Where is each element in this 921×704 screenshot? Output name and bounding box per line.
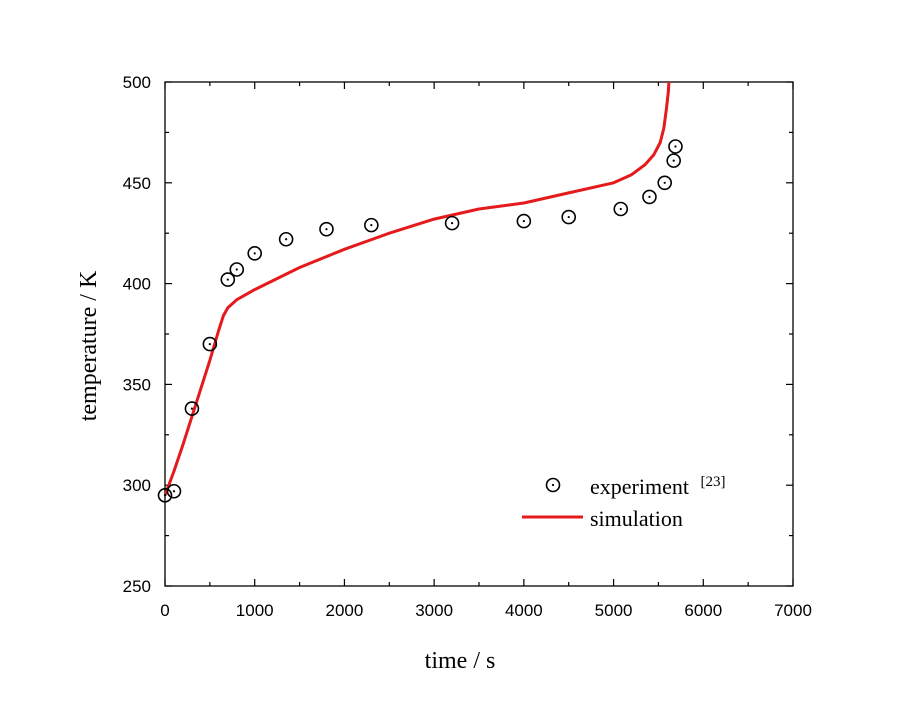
simulation-line <box>165 82 671 496</box>
experiment-point-dot <box>663 181 666 184</box>
x-tick-label: 1000 <box>236 601 274 620</box>
experiment-point-ring <box>229 262 245 277</box>
experiment-point-dot <box>172 490 176 493</box>
experiment-point <box>516 213 532 229</box>
experiment-point <box>319 221 334 237</box>
y-tick-label: 450 <box>123 174 151 193</box>
experiment-point-dot <box>648 195 651 199</box>
axis-ticks: 0 1000 2000 3000 4000 5000 6000 7000 250 300 350 40… <box>123 73 812 620</box>
experiment-point <box>229 262 245 277</box>
experiment-point <box>668 139 683 154</box>
x-tick-label: 0 <box>160 601 169 620</box>
y-tick-label: 350 <box>123 375 151 394</box>
experiment-point <box>642 189 657 205</box>
experiment-point-dot <box>285 238 288 241</box>
legend: experiment [23] simulation <box>522 474 725 531</box>
experiment-point-ring <box>666 153 681 168</box>
points-layer <box>157 139 683 503</box>
experiment-point-ring <box>364 217 379 233</box>
legend-simulation-label: simulation <box>590 506 683 531</box>
experiment-point <box>157 487 173 503</box>
experiment-point <box>184 401 200 416</box>
plot-frame <box>164 81 794 587</box>
experiment-point <box>657 175 673 191</box>
experiment-point-dot <box>450 222 454 225</box>
experiment-point-ring <box>184 401 200 416</box>
experiment-point-ring <box>516 213 532 229</box>
experiment-point-dot <box>619 207 622 211</box>
experiment-point <box>202 336 218 352</box>
x-tick-label: 5000 <box>595 601 633 620</box>
x-tick-label: 6000 <box>684 601 722 620</box>
experiment-point <box>444 215 460 231</box>
experiment-point-ring <box>444 215 460 231</box>
experiment-point-dot <box>163 494 167 497</box>
experiment-point <box>561 209 577 225</box>
experiment-point <box>166 483 182 499</box>
experiment-point-dot <box>370 224 373 227</box>
y-tick-label: 400 <box>123 275 151 294</box>
experiment-point-dot <box>674 145 677 148</box>
y-axis-title: temperature / K <box>76 270 102 421</box>
x-tick-label: 3000 <box>415 601 453 620</box>
experiment-point-ring <box>202 336 218 352</box>
experiment-point <box>364 217 379 233</box>
experiment-point-dot <box>208 342 211 346</box>
experiment-point-ring <box>247 246 263 261</box>
x-tick-label: 2000 <box>326 601 364 620</box>
experiment-point-dot <box>325 228 328 231</box>
x-axis-title: time / s <box>425 648 496 674</box>
experiment-point-dot <box>226 278 229 281</box>
experiment-point <box>613 201 629 217</box>
y-tick-label: 500 <box>123 73 151 92</box>
experiment-point <box>220 272 236 287</box>
experiment-point-ring <box>642 189 657 205</box>
x-tick-label: 7000 <box>774 601 812 620</box>
legend-experiment-ref: [23] <box>700 474 725 490</box>
legend-experiment-label: experiment [23] <box>590 474 725 499</box>
experiment-point-ring <box>220 272 236 287</box>
legend-experiment-name: experiment <box>590 474 689 499</box>
experiment-point <box>278 231 294 247</box>
experiment-point-dot <box>567 215 570 219</box>
y-tick-label: 250 <box>123 577 151 596</box>
experiment-point-dot <box>672 159 675 162</box>
x-tick-label: 4000 <box>505 601 543 620</box>
experiment-point-ring <box>157 487 173 503</box>
experiment-point-dot <box>522 220 525 223</box>
experiment-point-ring <box>657 175 673 191</box>
experiment-point-dot <box>235 268 238 271</box>
experiment-point <box>666 153 681 168</box>
series-layer <box>165 82 671 496</box>
experiment-point-dot <box>190 407 194 410</box>
experiment-point-ring <box>668 139 683 154</box>
experiment-point <box>247 246 263 261</box>
experiment-point-ring <box>613 201 629 217</box>
experiment-point-ring <box>278 231 294 247</box>
legend-experiment-marker <box>545 477 561 493</box>
y-tick-label: 300 <box>123 476 151 495</box>
experiment-point-ring <box>561 209 577 225</box>
experiment-point-ring <box>319 221 334 237</box>
experiment-point-dot <box>253 252 256 255</box>
experiment-point-ring <box>166 483 182 499</box>
legend-experiment-marker-dot <box>551 483 555 487</box>
